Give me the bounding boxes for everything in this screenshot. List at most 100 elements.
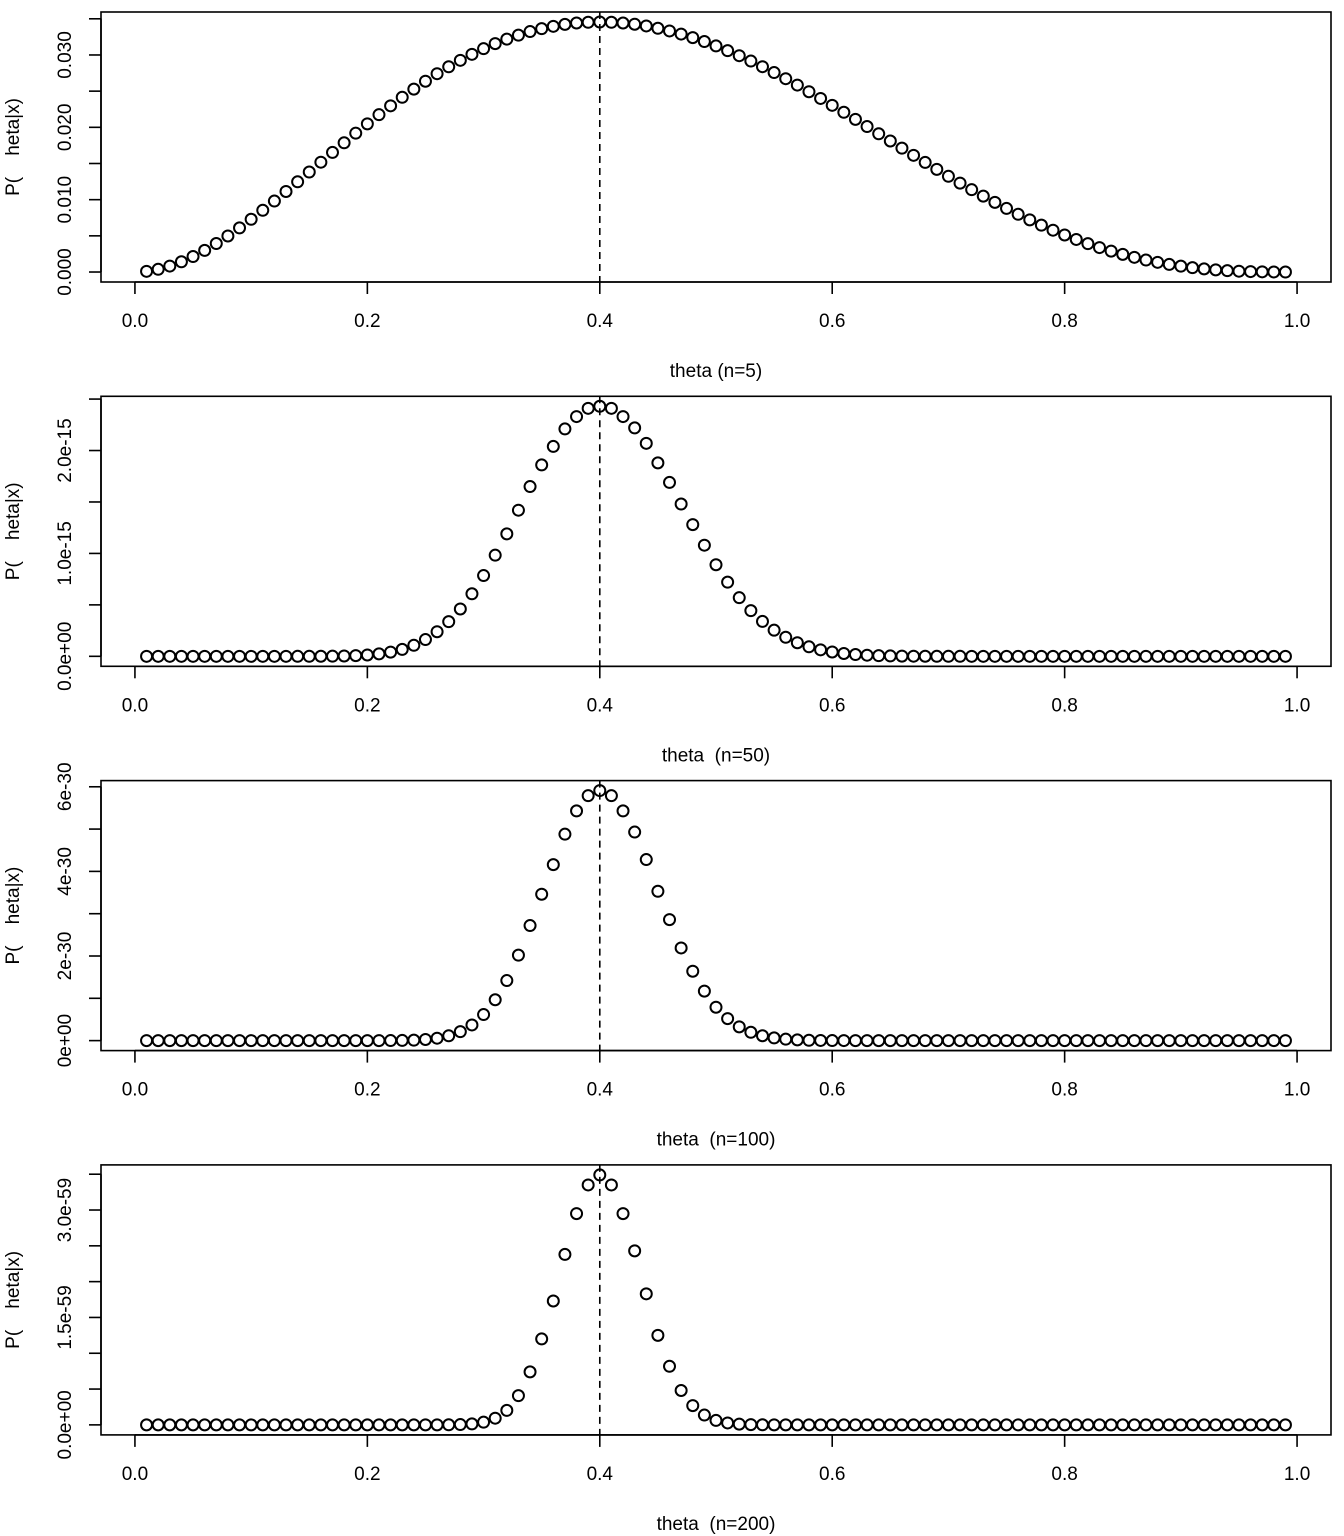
data-point xyxy=(651,21,665,35)
data-point xyxy=(895,1034,909,1048)
data-point xyxy=(418,74,432,88)
data-point xyxy=(395,642,409,656)
data-point xyxy=(407,638,421,652)
data-point xyxy=(860,1418,874,1432)
data-point xyxy=(953,176,967,190)
data-point xyxy=(477,569,491,583)
data-point xyxy=(465,1417,479,1431)
data-point xyxy=(848,112,862,126)
data-point xyxy=(233,1034,247,1048)
x-tick-label: 0.4 xyxy=(587,1464,614,1485)
data-point xyxy=(976,649,990,663)
data-point xyxy=(325,1034,339,1048)
data-point xyxy=(256,1034,270,1048)
data-point xyxy=(1034,649,1048,663)
data-point xyxy=(163,259,177,273)
data-point xyxy=(140,264,154,278)
data-point xyxy=(604,1178,618,1192)
data-point xyxy=(453,1418,467,1432)
data-point xyxy=(372,108,386,122)
data-point xyxy=(511,948,525,962)
data-point xyxy=(488,37,502,51)
data-point xyxy=(291,649,305,663)
data-point xyxy=(814,1033,828,1047)
data-point xyxy=(349,1034,363,1048)
data-point xyxy=(407,1418,421,1432)
data-point xyxy=(570,804,584,818)
data-point xyxy=(953,649,967,663)
data-point xyxy=(360,1418,374,1432)
data-point xyxy=(930,1418,944,1432)
data-point xyxy=(535,887,549,901)
data-point xyxy=(628,1244,642,1258)
data-point xyxy=(279,1418,293,1432)
data-point xyxy=(360,1034,374,1048)
data-point xyxy=(1162,1418,1176,1432)
x-tick-label: 1.0 xyxy=(1284,695,1310,716)
data-point xyxy=(895,649,909,663)
data-point xyxy=(1116,1034,1130,1048)
data-point xyxy=(1232,1034,1246,1048)
data-point xyxy=(779,1418,793,1432)
data-point xyxy=(302,1418,316,1432)
data-point xyxy=(1081,649,1095,663)
data-point xyxy=(907,649,921,663)
data-point xyxy=(953,1418,967,1432)
data-point xyxy=(581,1178,595,1192)
data-point xyxy=(221,1034,235,1048)
data-point xyxy=(221,229,235,243)
data-point xyxy=(802,640,816,654)
data-point xyxy=(686,518,700,532)
data-point xyxy=(500,32,514,46)
data-point xyxy=(1034,1418,1048,1432)
data-point xyxy=(895,1418,909,1432)
data-point xyxy=(558,17,572,31)
data-point xyxy=(709,1413,723,1427)
data-point xyxy=(628,825,642,839)
data-point xyxy=(1023,1418,1037,1432)
x-tick-label: 0.4 xyxy=(587,1080,614,1101)
data-point xyxy=(639,853,653,867)
data-point xyxy=(546,439,560,453)
y-tick-label: 0.020 xyxy=(55,104,76,152)
data-point xyxy=(1127,1034,1141,1048)
data-point xyxy=(790,636,804,650)
x-tick-label: 0.2 xyxy=(354,311,380,332)
data-point xyxy=(209,649,223,663)
plot-frame xyxy=(100,395,1332,668)
data-point xyxy=(814,643,828,657)
data-point xyxy=(686,31,700,45)
data-point xyxy=(267,649,281,663)
data-point xyxy=(709,39,723,53)
data-point xyxy=(674,497,688,511)
data-point xyxy=(872,1034,886,1048)
data-point xyxy=(744,604,758,618)
data-point xyxy=(233,649,247,663)
data-point xyxy=(883,649,897,663)
data-point xyxy=(1278,1418,1292,1432)
data-point xyxy=(535,458,549,472)
data-point xyxy=(790,78,804,92)
data-point xyxy=(337,136,351,150)
plot-frame xyxy=(100,779,1332,1052)
data-point xyxy=(221,1418,235,1432)
data-point xyxy=(395,1418,409,1432)
data-point xyxy=(1046,223,1060,237)
data-point xyxy=(1023,649,1037,663)
data-point xyxy=(151,1418,165,1432)
data-point xyxy=(442,615,456,629)
x-tick-label: 0.8 xyxy=(1051,1464,1077,1485)
data-point xyxy=(779,630,793,644)
data-point xyxy=(244,1034,258,1048)
data-point xyxy=(941,1418,955,1432)
data-point xyxy=(1185,1034,1199,1048)
data-point xyxy=(1197,1418,1211,1432)
data-point xyxy=(1174,259,1188,273)
data-point xyxy=(918,1418,932,1432)
data-point xyxy=(1023,1034,1037,1048)
data-point xyxy=(848,1418,862,1432)
data-point xyxy=(767,1418,781,1432)
data-point xyxy=(477,1415,491,1429)
x-tick-label: 0.4 xyxy=(587,695,614,716)
